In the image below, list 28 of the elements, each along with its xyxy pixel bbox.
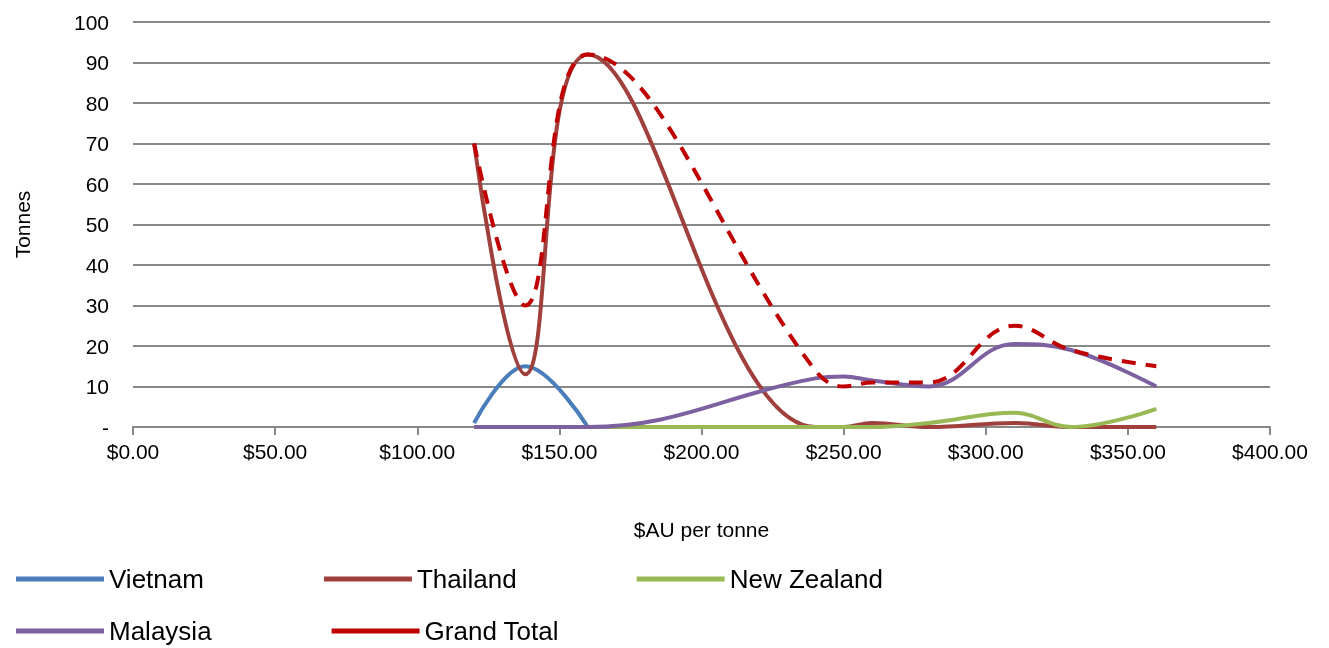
x-tick-label: $200.00 [663, 440, 740, 463]
x-tick-label: $250.00 [805, 440, 882, 463]
y-tick-label: 60 [85, 172, 109, 196]
legend-label: New Zealand [729, 564, 883, 594]
x-tick-label: $400.00 [1232, 440, 1308, 463]
y-tick-label: 40 [85, 253, 109, 277]
y-tick-label: 80 [85, 91, 109, 115]
y-tick-label: 50 [85, 213, 109, 236]
legend-label: Thailand [416, 564, 517, 594]
y-tick-label: 70 [85, 132, 109, 155]
y-axis-title: Tonnes [11, 190, 34, 259]
x-tick-label: $300.00 [947, 440, 1024, 463]
y-tick-label: 10 [85, 375, 109, 398]
line-series [472, 341, 1159, 429]
y-tick-label: 90 [85, 51, 109, 74]
x-tick-label: $150.00 [521, 440, 598, 463]
x-tick-label: $50.00 [243, 440, 308, 463]
legend-label: Grand Total [424, 616, 559, 646]
y-tick-label: - [102, 415, 109, 439]
legend-label: Malaysia [109, 616, 213, 646]
y-tick-label: 30 [85, 294, 109, 317]
x-tick-label: $350.00 [1089, 440, 1166, 463]
x-tick-label: $100.00 [379, 440, 456, 463]
x-tick-label: $0.00 [106, 440, 160, 463]
x-axis-title: $AU per tonne [633, 518, 770, 541]
y-tick-label: 20 [85, 334, 109, 358]
legend-label: Vietnam [109, 564, 204, 594]
y-tick-label: 100 [73, 10, 109, 34]
